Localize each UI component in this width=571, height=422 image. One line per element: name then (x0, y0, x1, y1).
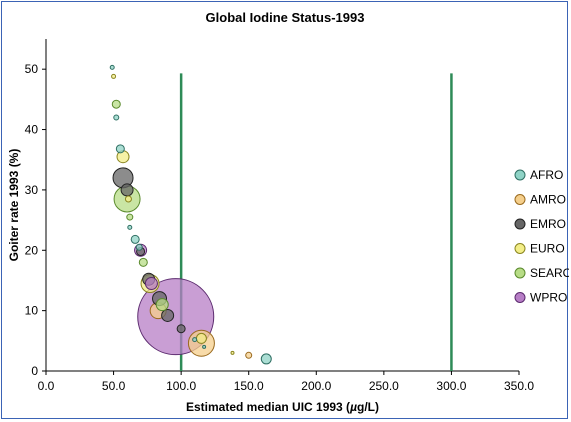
x-tick-label: 300.0 (436, 379, 466, 393)
legend-marker-searo (514, 267, 526, 279)
bubble-searo (111, 99, 121, 109)
bubble-euro (111, 73, 117, 79)
x-tick-label: 150.0 (234, 379, 264, 393)
bubble-afro (115, 144, 125, 154)
x-axis-title-suffix: g/L) (357, 400, 379, 414)
y-axis-title: Goiter rate 1993 (%) (7, 149, 21, 262)
tick-labels: 0.0 50.0 100.0 150.0 200.0 250.0 300.0 350.0 0 10… (25, 62, 535, 393)
legend-marker-amro (514, 194, 526, 205)
bubble-afro (260, 353, 272, 365)
legend-label-euro: EURO (530, 242, 565, 256)
bubble-afro (127, 224, 133, 230)
legend-label-amro: AMRO (530, 193, 566, 207)
bubble-euro (230, 350, 235, 355)
x-axis-title-prefix: Estimated median UIC 1993 ( (186, 400, 350, 414)
bubble-euro (124, 195, 132, 203)
bubble-afro (113, 114, 120, 121)
reference-lines (179, 73, 453, 371)
bubble-searo (138, 257, 148, 267)
bubble-afro (130, 234, 140, 244)
legend-label-searo: SEARO (530, 266, 569, 280)
data-points (109, 64, 272, 365)
x-tick-label: 350.0 (504, 379, 534, 393)
bubble-wpro (144, 276, 158, 290)
x-tick-label: 200.0 (301, 379, 331, 393)
x-tick-label: 100.0 (166, 379, 196, 393)
y-tick-label: 30 (25, 183, 39, 197)
legend-marker-emro (514, 218, 526, 230)
x-tick-label: 250.0 (369, 379, 399, 393)
bubble-amro (245, 351, 253, 359)
x-axis-title: Estimated median UIC 1993 (µg/L) (186, 400, 379, 414)
legend-marker-euro (514, 243, 526, 254)
y-tick-label: 40 (25, 123, 39, 137)
legend-marker-afro (514, 169, 526, 181)
legend-label-wpro: WPRO (530, 291, 567, 305)
legend-marker-wpro (514, 292, 526, 303)
x-axis-title-mu: µ (349, 400, 357, 414)
axes (42, 39, 520, 375)
legend: AFRO AMRO EMRO EURO SEARO WPRO (514, 168, 569, 305)
x-tick-label: 0.0 (38, 379, 55, 393)
bubble-searo (126, 213, 134, 221)
bubble-afro (135, 243, 143, 251)
bubble-euro (195, 332, 207, 344)
legend-label-afro: AFRO (530, 168, 563, 182)
y-tick-label: 20 (25, 243, 39, 257)
bubble-afro (192, 337, 198, 343)
legend-label-emro: EMRO (530, 217, 566, 231)
bubble-emro (120, 183, 134, 197)
y-tick-label: 0 (31, 364, 38, 378)
bubble-afro (202, 344, 207, 349)
bubble-afro (109, 64, 115, 70)
y-tick-label: 10 (25, 304, 39, 318)
bubble-emro (176, 324, 186, 334)
chart-title: Global Iodine Status-1993 (206, 10, 365, 25)
bubble-emro (161, 308, 175, 322)
y-tick-label: 50 (25, 62, 39, 76)
bubble-searo (155, 298, 169, 312)
x-tick-label: 50.0 (102, 379, 126, 393)
